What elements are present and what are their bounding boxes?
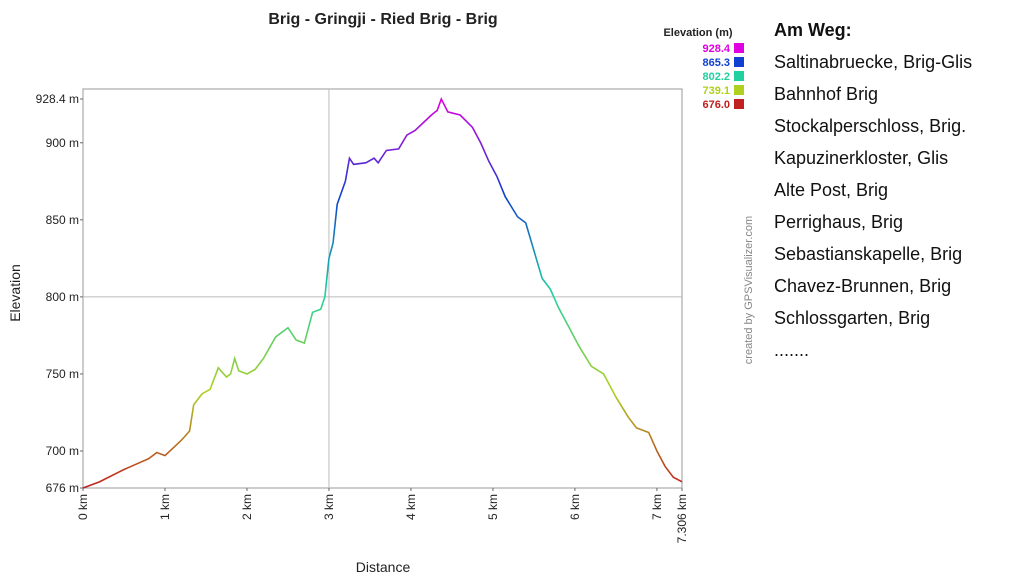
- plot-frame: [82, 88, 683, 489]
- sidebar-item: Bahnhof Brig: [774, 84, 879, 104]
- sidebar-item: Schlossgarten, Brig: [774, 308, 931, 328]
- credit: created by GPSVisualizer.com: [743, 216, 755, 364]
- chart: Brig - Gringji - Ried Brig - Brig Distan…: [7, 11, 755, 575]
- sidebar-item: Saltinabruecke, Brig-Glis: [774, 52, 973, 72]
- legend-title: Elevation (m): [663, 27, 732, 39]
- legend-swatch: [734, 99, 744, 109]
- sidebar-item: Sebastianskapelle, Brig: [774, 244, 963, 264]
- legend-label: 802.2: [702, 71, 730, 83]
- sidebar: Am Weg: Saltinabruecke, Brig-Glis Bahnhof…: [774, 14, 972, 366]
- x-tick-label: 0 km: [76, 494, 90, 520]
- y-axis-label: Elevation: [7, 264, 23, 322]
- y-tick-label: 700 m: [46, 444, 79, 458]
- elevation-line: [82, 96, 683, 489]
- legend-label: 739.1: [702, 85, 730, 97]
- legend-swatch: [734, 43, 744, 53]
- y-tick-label: 800 m: [46, 290, 79, 304]
- legend-swatch: [734, 85, 744, 95]
- sidebar-title: Am Weg:: [774, 20, 852, 40]
- x-tick-label: 7 km: [650, 494, 664, 520]
- legend-swatch: [734, 71, 744, 81]
- legend-label: 928.4: [702, 43, 730, 55]
- sidebar-item: .......: [774, 340, 810, 360]
- x-tick-label: 2 km: [240, 494, 254, 520]
- legend-label: 865.3: [702, 57, 730, 69]
- y-tick-label: 850 m: [46, 213, 79, 227]
- x-tick-label: 7.306 km: [675, 494, 689, 543]
- sidebar-item: Perrighaus, Brig: [774, 212, 904, 232]
- y-tick-label: 676 m: [46, 481, 79, 495]
- x-tick-label: 4 km: [404, 494, 418, 520]
- y-tick-label: 928.4 m: [36, 92, 79, 106]
- chart-title: Brig - Gringji - Ried Brig - Brig: [268, 11, 497, 28]
- sidebar-item: Kapuzinerkloster, Glis: [774, 148, 949, 168]
- y-tick-label: 750 m: [46, 367, 79, 381]
- x-tick-label: 5 km: [486, 494, 500, 520]
- legend-swatch: [734, 57, 744, 67]
- legend-label: 676.0: [702, 99, 730, 111]
- x-tick-label: 1 km: [158, 494, 172, 520]
- sidebar-item: Stockalperschloss, Brig.: [774, 116, 967, 136]
- y-tick-label: 900 m: [46, 136, 79, 150]
- x-axis-label: Distance: [356, 559, 411, 575]
- sidebar-item: Alte Post, Brig: [774, 180, 889, 200]
- sidebar-item: Chavez-Brunnen, Brig: [774, 276, 952, 296]
- x-tick-label: 3 km: [322, 494, 336, 520]
- x-tick-label: 6 km: [568, 494, 582, 520]
